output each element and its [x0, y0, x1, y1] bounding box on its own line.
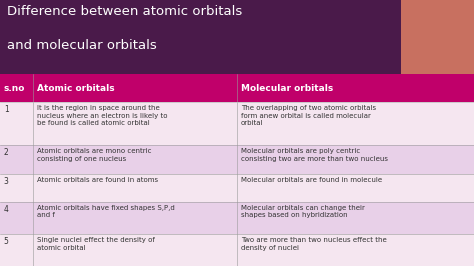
FancyBboxPatch shape [0, 74, 474, 102]
Text: s.no: s.no [4, 84, 25, 93]
FancyBboxPatch shape [0, 145, 474, 174]
Text: 4: 4 [4, 205, 9, 214]
Text: Two are more than two nucleus effect the
density of nuclei: Two are more than two nucleus effect the… [241, 237, 386, 251]
Text: Atomic orbitals are found in atoms: Atomic orbitals are found in atoms [37, 177, 158, 184]
Text: Molecular orbitals: Molecular orbitals [241, 84, 333, 93]
Text: Atomic orbitals have fixed shapes S,P,d
and f: Atomic orbitals have fixed shapes S,P,d … [37, 205, 175, 218]
Text: The overlapping of two atomic orbitals
form anew orbital is called molecular
orb: The overlapping of two atomic orbitals f… [241, 105, 376, 126]
Text: Difference between atomic orbitals: Difference between atomic orbitals [7, 5, 242, 18]
Text: 1: 1 [4, 105, 9, 114]
Text: 5: 5 [4, 237, 9, 246]
Text: and molecular orbitals: and molecular orbitals [7, 39, 157, 52]
FancyBboxPatch shape [0, 102, 474, 145]
Text: Molecular orbitals can change their
shapes based on hybridization: Molecular orbitals can change their shap… [241, 205, 365, 218]
Text: Atomic orbitals: Atomic orbitals [37, 84, 115, 93]
Text: 2: 2 [4, 148, 9, 157]
FancyBboxPatch shape [0, 234, 474, 266]
FancyBboxPatch shape [0, 202, 474, 234]
FancyBboxPatch shape [0, 0, 474, 74]
Text: Molecular orbitals are poly centric
consisting two are more than two nucleus: Molecular orbitals are poly centric cons… [241, 148, 388, 162]
FancyBboxPatch shape [401, 0, 474, 74]
Text: Single nuclei effect the density of
atomic orbital: Single nuclei effect the density of atom… [37, 237, 155, 251]
Text: It is the region in space around the
nucleus where an electron is likely to
be f: It is the region in space around the nuc… [37, 105, 167, 126]
Text: 3: 3 [4, 177, 9, 186]
FancyBboxPatch shape [0, 174, 474, 202]
Text: Atomic orbitals are mono centric
consisting of one nucleus: Atomic orbitals are mono centric consist… [37, 148, 152, 162]
Text: Molecular orbitals are found in molecule: Molecular orbitals are found in molecule [241, 177, 382, 184]
